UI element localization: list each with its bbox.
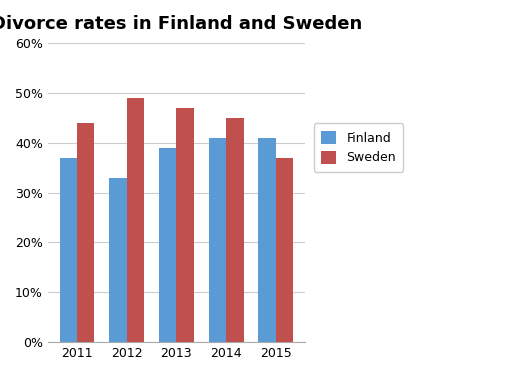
Bar xyxy=(209,138,226,342)
Legend: Finland, Sweden: Finland, Sweden xyxy=(314,123,403,172)
Bar xyxy=(59,158,77,342)
Bar xyxy=(159,148,177,342)
Bar xyxy=(109,177,126,342)
Bar xyxy=(259,138,276,342)
Bar xyxy=(276,158,293,342)
Title: Divorce rates in Finland and Sweden: Divorce rates in Finland and Sweden xyxy=(0,15,362,33)
Bar xyxy=(177,108,194,342)
Bar xyxy=(126,98,144,342)
Bar xyxy=(226,118,244,342)
Bar xyxy=(77,123,94,342)
